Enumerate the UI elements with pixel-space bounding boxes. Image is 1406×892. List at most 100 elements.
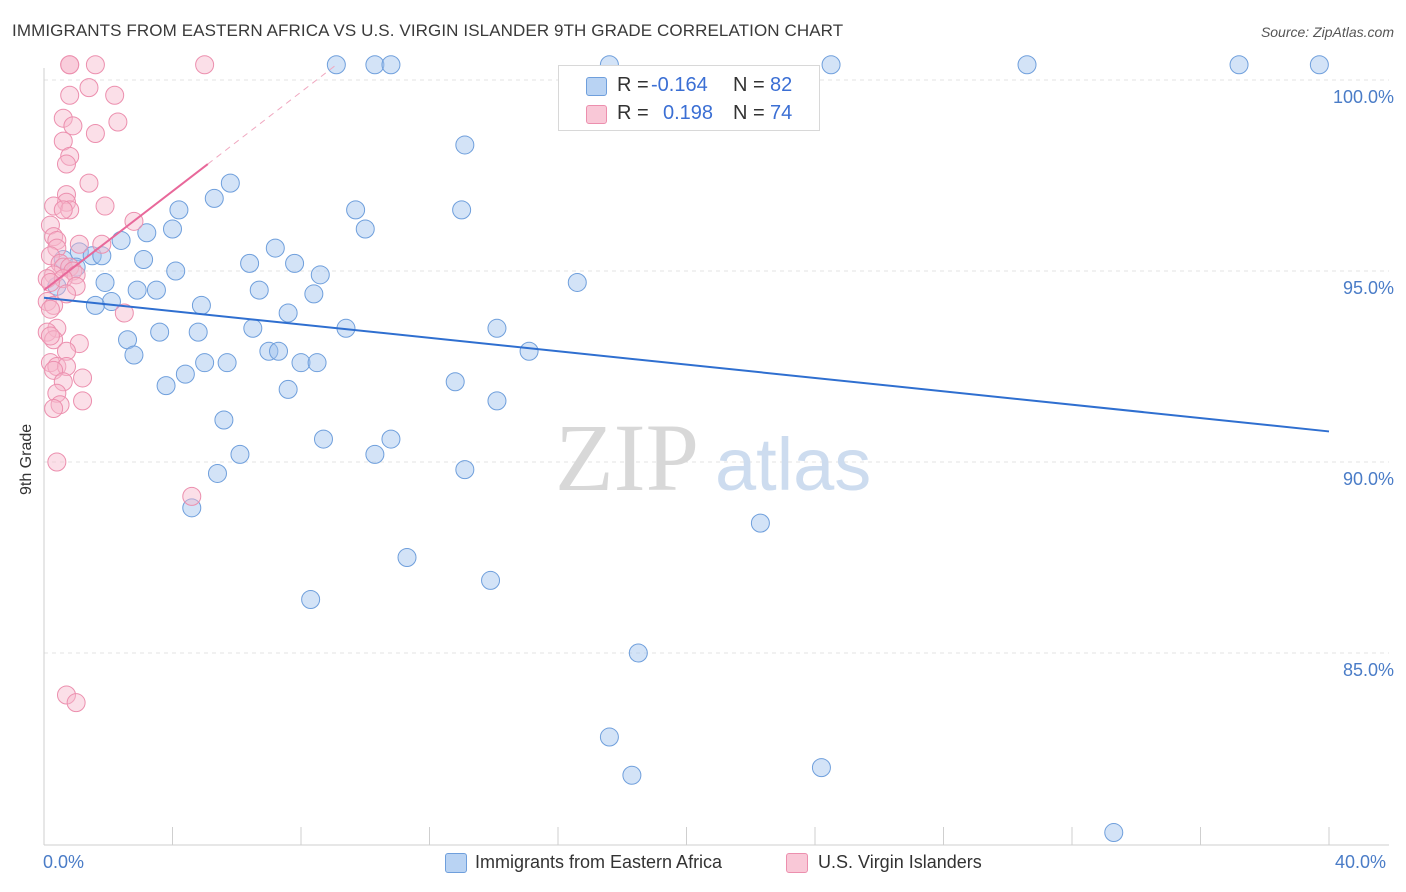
data-point <box>60 200 80 220</box>
data-point <box>69 234 89 254</box>
r-value: -0.164 <box>651 74 708 96</box>
data-point <box>60 146 80 166</box>
data-point <box>365 444 385 464</box>
data-point <box>53 372 73 392</box>
data-point <box>85 123 105 143</box>
data-point <box>455 460 475 480</box>
data-point <box>47 238 67 258</box>
n-value: 82 <box>770 74 793 96</box>
data-point <box>40 272 60 292</box>
trend-line-eastern-africa <box>43 296 1330 433</box>
x-tick-0: 0.0% <box>43 852 85 872</box>
data-point <box>291 353 311 373</box>
data-point <box>40 246 60 266</box>
y-tick-100: 100.0% <box>1332 87 1394 107</box>
data-point <box>114 303 134 323</box>
trend-line-virgin-islanders <box>43 163 209 291</box>
data-point <box>278 379 298 399</box>
trend-line-virgin-islanders-extension <box>207 64 337 165</box>
data-point <box>105 85 125 105</box>
watermark: ZIP atlas <box>555 404 871 511</box>
data-point <box>156 376 176 396</box>
data-point <box>1309 55 1329 75</box>
data-point <box>56 185 76 205</box>
series-eastern-africa-points <box>47 55 1329 843</box>
data-point <box>56 341 76 361</box>
grid-lines <box>44 79 1389 654</box>
data-point <box>821 55 841 75</box>
data-point <box>628 643 648 663</box>
data-point <box>56 192 76 212</box>
data-point <box>567 272 587 292</box>
data-point <box>47 452 67 472</box>
source-credit: Source: ZipAtlas.com <box>1260 24 1394 40</box>
data-point <box>44 227 64 247</box>
data-point <box>47 318 67 338</box>
data-point <box>455 135 475 155</box>
data-point <box>56 154 76 174</box>
data-point <box>73 391 93 411</box>
data-point <box>481 570 501 590</box>
data-point <box>310 265 330 285</box>
data-point <box>44 196 64 216</box>
stats-row-virgin-islanders: R = 0.198 N = 74 <box>559 100 819 128</box>
data-point <box>195 353 215 373</box>
axes <box>43 68 1389 846</box>
data-point <box>355 219 375 239</box>
stats-row-eastern-africa: R = -0.164 N = 82 <box>559 72 819 100</box>
data-point <box>207 463 227 483</box>
data-point <box>134 250 154 270</box>
data-point <box>44 399 64 419</box>
data-point <box>60 85 80 105</box>
data-point <box>269 341 289 361</box>
blue-swatch-icon <box>586 77 607 96</box>
data-point <box>304 284 324 304</box>
data-point <box>811 758 831 778</box>
data-point <box>1229 55 1249 75</box>
y-tick-95: 95.0% <box>1342 278 1394 298</box>
data-point <box>285 253 305 273</box>
data-point <box>85 295 105 315</box>
data-point <box>397 548 417 567</box>
data-point <box>240 253 260 273</box>
data-point <box>40 299 60 319</box>
data-point <box>63 261 83 281</box>
data-point <box>249 280 269 300</box>
data-point <box>169 200 189 220</box>
data-point <box>230 444 250 464</box>
data-point <box>278 303 298 323</box>
data-point <box>519 341 539 361</box>
data-point <box>79 173 99 193</box>
data-point <box>307 353 327 373</box>
data-point <box>265 238 285 258</box>
series-virgin-islanders-points <box>37 55 215 713</box>
n-value: 74 <box>770 102 793 124</box>
data-point <box>47 383 67 403</box>
data-point <box>56 284 76 304</box>
data-point <box>191 295 211 315</box>
data-point <box>111 230 131 250</box>
data-point <box>53 200 73 220</box>
data-point <box>44 295 64 315</box>
data-point <box>487 391 507 411</box>
data-point <box>182 486 202 506</box>
data-point <box>124 345 144 365</box>
data-point <box>381 429 401 449</box>
data-point <box>175 364 195 384</box>
chart-title: IMMIGRANTS FROM EASTERN AFRICA VS U.S. V… <box>12 21 844 40</box>
data-point <box>188 322 208 342</box>
data-point <box>1104 823 1124 843</box>
data-point <box>1017 55 1037 75</box>
data-point <box>487 318 507 338</box>
data-point <box>69 242 89 262</box>
data-point <box>243 318 263 338</box>
data-point <box>40 326 60 346</box>
data-point <box>220 173 240 193</box>
data-point <box>53 108 73 128</box>
data-point <box>44 330 64 350</box>
data-point <box>150 322 170 342</box>
r-label: R = <box>617 102 649 124</box>
data-point <box>63 116 83 136</box>
data-point <box>108 112 128 132</box>
